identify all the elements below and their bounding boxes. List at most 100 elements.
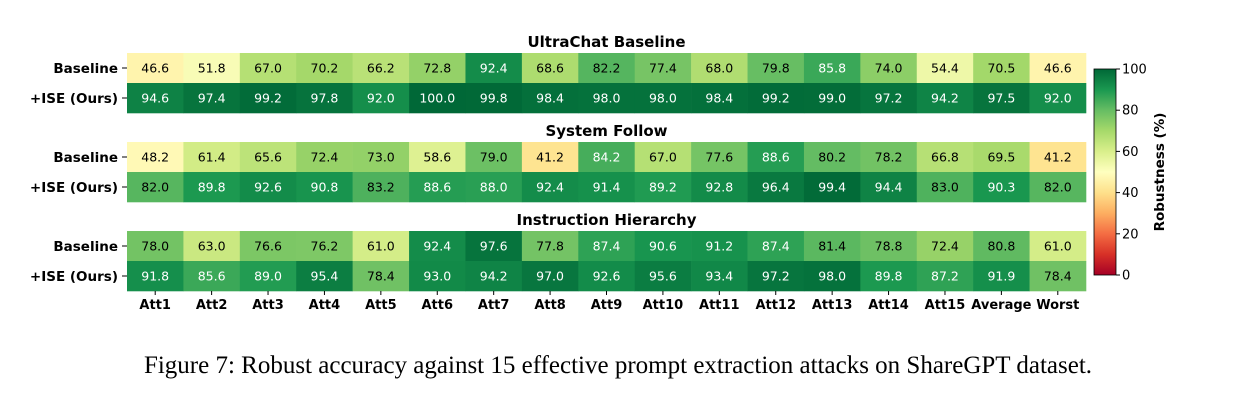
cell-value: 54.4 xyxy=(931,61,959,76)
heatmap-cell xyxy=(578,83,636,114)
cell-value: 61.0 xyxy=(367,239,395,254)
cell-value: 81.4 xyxy=(818,239,846,254)
panel-title: UltraChat Baseline xyxy=(527,33,685,51)
heatmap-cell xyxy=(183,231,241,262)
heatmap-cell xyxy=(634,261,692,292)
heatmap-cell xyxy=(409,142,466,173)
cell-value: 89.8 xyxy=(198,180,226,195)
cell-value: 95.4 xyxy=(311,269,339,284)
column-label: Att4 xyxy=(309,298,341,313)
row-label: Baseline xyxy=(53,61,118,77)
cell-value: 91.8 xyxy=(141,269,169,284)
column-label: Att15 xyxy=(925,298,966,313)
heatmap-cell xyxy=(239,261,297,292)
heatmap-cell xyxy=(465,142,523,173)
cell-value: 97.6 xyxy=(480,239,508,254)
cell-value: 92.0 xyxy=(367,91,395,106)
heatmap-cell xyxy=(296,231,353,262)
heatmap-cell xyxy=(352,231,410,262)
heatmap-cell xyxy=(860,172,918,203)
row-label: +ISE (Ours) xyxy=(30,269,118,285)
cell-value: 94.4 xyxy=(875,180,903,195)
heatmap-cell xyxy=(1029,172,1087,203)
cell-value: 91.2 xyxy=(705,239,733,254)
cell-value: 82.0 xyxy=(1044,180,1072,195)
heatmap-cell xyxy=(916,83,974,114)
heatmap-cell xyxy=(803,231,861,262)
heatmap-cell xyxy=(916,53,974,84)
heatmap-cell xyxy=(521,261,579,292)
cell-value: 76.6 xyxy=(254,239,282,254)
heatmap-cell xyxy=(916,172,974,203)
cell-value: 87.2 xyxy=(931,269,959,284)
cell-value: 79.8 xyxy=(762,61,790,76)
cell-value: 61.4 xyxy=(198,150,226,165)
heatmap-cell xyxy=(973,261,1030,292)
cell-value: 88.6 xyxy=(762,150,790,165)
heatmap-cell xyxy=(352,142,410,173)
heatmap-cell xyxy=(803,142,861,173)
cell-value: 92.6 xyxy=(593,269,621,284)
cell-value: 87.4 xyxy=(762,239,790,254)
heatmap-cell xyxy=(634,53,692,84)
heatmap-cell xyxy=(465,53,523,84)
cell-value: 78.0 xyxy=(141,239,169,254)
cell-value: 98.0 xyxy=(593,91,621,106)
heatmap-cell xyxy=(239,172,297,203)
cell-value: 97.0 xyxy=(536,269,564,284)
cell-value: 84.2 xyxy=(593,150,621,165)
cell-value: 76.2 xyxy=(311,239,339,254)
heatmap-cell xyxy=(1029,142,1087,173)
cell-value: 94.2 xyxy=(480,269,508,284)
column-label: Att6 xyxy=(421,298,453,313)
heatmap-cell xyxy=(127,142,184,173)
heatmap-cell xyxy=(747,172,805,203)
cell-value: 70.5 xyxy=(987,61,1015,76)
cell-value: 97.4 xyxy=(198,91,226,106)
x-axis: Att1 Att2 Att3 Att4 Att5 Att6 Att7 Att8 Att9 Att1… xyxy=(139,291,1079,313)
heatmap-cell xyxy=(352,53,410,84)
column-label: Att1 xyxy=(139,298,171,313)
cell-value: 78.4 xyxy=(1044,269,1072,284)
cell-value: 66.8 xyxy=(931,150,959,165)
cell-value: 90.3 xyxy=(987,180,1015,195)
heatmap-cell xyxy=(803,53,861,84)
column-label: Att10 xyxy=(643,298,684,313)
column-label: Worst xyxy=(1036,298,1079,313)
heatmap-cell xyxy=(578,261,636,292)
column-label: Average xyxy=(971,298,1031,313)
heatmap-cell xyxy=(747,142,805,173)
heatmap-cell xyxy=(465,231,523,262)
cell-value: 46.6 xyxy=(141,61,169,76)
heatmap-cell xyxy=(634,142,692,173)
heatmap-cell xyxy=(127,261,184,292)
cell-value: 96.4 xyxy=(762,180,790,195)
heatmap-cell xyxy=(127,83,184,114)
cell-value: 80.8 xyxy=(987,239,1015,254)
row-label: Baseline xyxy=(53,239,118,255)
cell-value: 99.0 xyxy=(818,91,846,106)
row-label: +ISE (Ours) xyxy=(30,91,118,107)
panel-title: System Follow xyxy=(545,122,667,140)
column-label: Att13 xyxy=(812,298,853,313)
cell-value: 63.0 xyxy=(198,239,226,254)
cell-value: 99.2 xyxy=(254,91,282,106)
cell-value: 78.8 xyxy=(875,239,903,254)
heatmap-cell xyxy=(973,172,1030,203)
column-label: Att8 xyxy=(534,298,566,313)
heatmap-cell xyxy=(239,231,297,262)
heatmap-cell xyxy=(409,261,466,292)
colorbar-tick-label: 40 xyxy=(1122,186,1139,201)
cell-value: 77.6 xyxy=(705,150,733,165)
heatmap-cell xyxy=(1029,83,1087,114)
heatmap-panel: Instruction Hierarchy Baseline 78.0 63.0 76.… xyxy=(30,211,1087,292)
heatmap-panels: UltraChat Baseline Baseline 46.6 51.8 67.0 70… xyxy=(30,33,1087,292)
cell-value: 72.4 xyxy=(931,239,959,254)
cell-value: 93.0 xyxy=(423,269,451,284)
cell-value: 85.8 xyxy=(818,61,846,76)
heatmap-cell xyxy=(352,172,410,203)
cell-value: 87.4 xyxy=(593,239,621,254)
cell-value: 68.6 xyxy=(536,61,564,76)
cell-value: 67.0 xyxy=(254,61,282,76)
heatmap-cell xyxy=(239,142,297,173)
